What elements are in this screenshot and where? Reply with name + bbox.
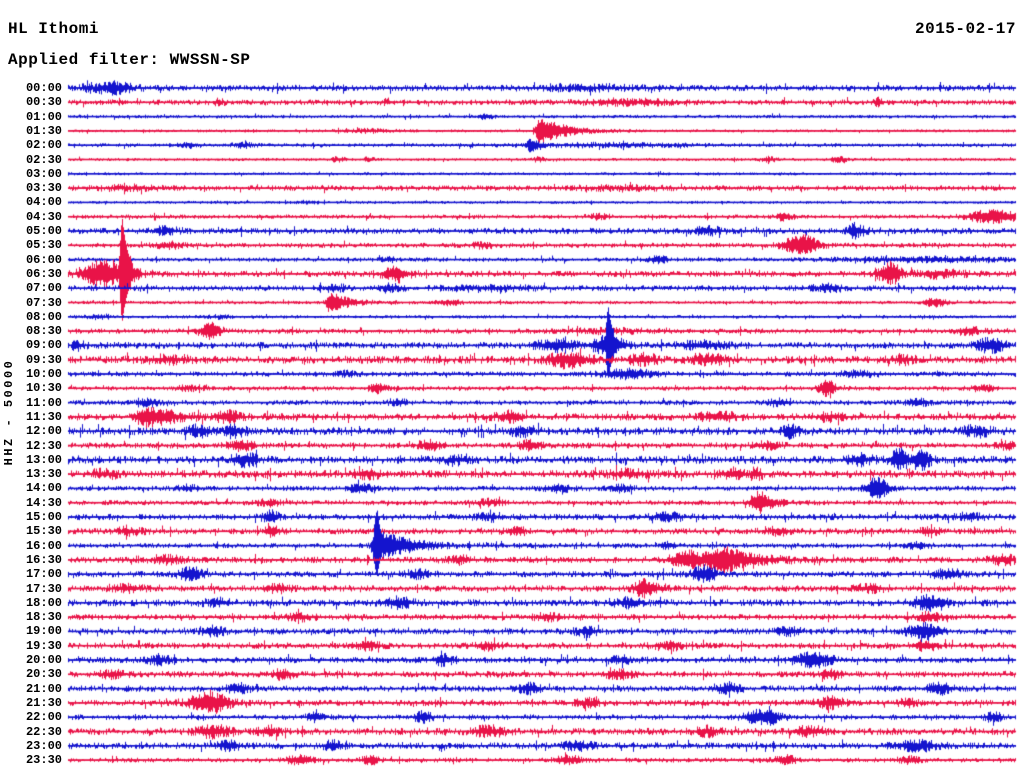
time-label: 07:30 <box>25 295 62 310</box>
time-label: 19:00 <box>25 624 62 639</box>
time-label: 18:30 <box>25 610 62 625</box>
time-label: 14:00 <box>25 481 62 496</box>
time-label: 23:00 <box>25 738 62 753</box>
time-label: 19:30 <box>25 638 62 653</box>
time-label: 11:30 <box>25 409 62 424</box>
time-label: 12:00 <box>25 424 62 439</box>
time-label: 08:00 <box>25 309 62 324</box>
time-label: 16:30 <box>25 552 62 567</box>
time-label: 14:30 <box>25 495 62 510</box>
time-label: 07:00 <box>25 281 62 296</box>
time-label: 05:30 <box>25 238 62 253</box>
time-label: 17:00 <box>25 567 62 582</box>
time-label: 17:30 <box>25 581 62 596</box>
time-label: 13:00 <box>25 452 62 467</box>
time-label: 02:00 <box>25 138 62 153</box>
time-label: 02:30 <box>25 152 62 167</box>
time-label: 01:00 <box>25 109 62 124</box>
time-label: 20:30 <box>25 667 62 682</box>
time-label: 11:00 <box>25 395 62 410</box>
time-label: 12:30 <box>25 438 62 453</box>
time-label: 15:30 <box>25 524 62 539</box>
time-label: 10:00 <box>25 367 62 381</box>
time-label: 03:30 <box>25 181 62 196</box>
time-label: 15:00 <box>25 510 62 524</box>
time-label: 13:30 <box>25 467 62 482</box>
time-label: 01:30 <box>25 123 62 138</box>
time-label: 00:00 <box>25 81 62 95</box>
time-label: 05:00 <box>25 224 62 238</box>
time-label: 16:00 <box>25 538 62 553</box>
time-label: 10:30 <box>25 381 62 396</box>
time-label: 18:00 <box>25 595 62 610</box>
time-label: 06:00 <box>25 252 62 267</box>
time-label: 00:30 <box>25 95 62 110</box>
time-label: 04:00 <box>25 195 62 210</box>
time-label: 23:30 <box>25 753 62 768</box>
time-label: 21:30 <box>25 695 62 710</box>
time-label: 09:00 <box>25 338 62 353</box>
time-label: 20:00 <box>25 653 62 667</box>
time-label: 04:30 <box>25 209 62 224</box>
time-label: 22:00 <box>25 710 62 725</box>
time-label: 03:00 <box>25 166 62 181</box>
time-label: 06:30 <box>25 266 62 281</box>
time-label: 09:30 <box>25 352 62 367</box>
time-label: 22:30 <box>25 724 62 739</box>
time-label: 21:00 <box>25 681 62 696</box>
time-label: 08:30 <box>25 324 62 339</box>
